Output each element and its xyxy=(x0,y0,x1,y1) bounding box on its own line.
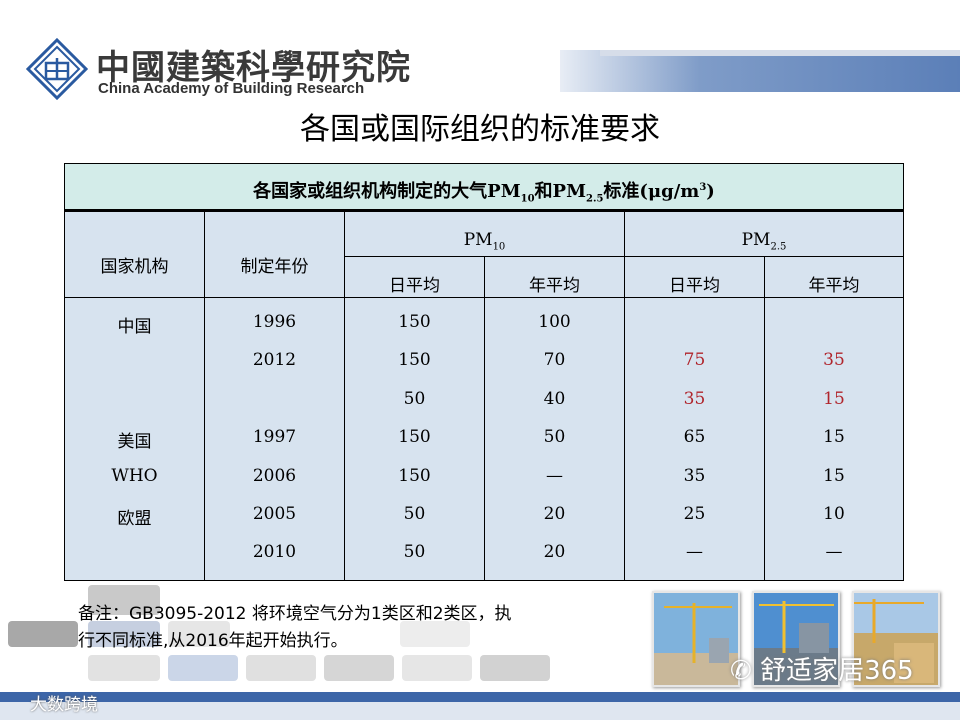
decor-block xyxy=(88,585,160,615)
cell-pm10-daily: 150 xyxy=(398,466,431,486)
decor-block xyxy=(400,621,470,647)
footnote-line: 行不同标准,从2016年起开始执行。 xyxy=(78,631,348,651)
header-pm25: PM2.5 xyxy=(741,230,787,253)
cell-pm10-daily: 50 xyxy=(403,389,426,409)
cell-pm10-daily: 150 xyxy=(398,427,431,447)
cell-pm25-annual: 10 xyxy=(823,504,845,524)
cell-pm25-annual: 35 xyxy=(823,350,845,370)
header-pm10-daily: 日平均 xyxy=(389,276,440,296)
header-year: 制定年份 xyxy=(240,257,309,277)
decor-block xyxy=(480,655,550,681)
header-pm10-annual: 年平均 xyxy=(529,276,580,296)
crane-photo-art xyxy=(854,593,938,685)
header-band-accent xyxy=(600,50,960,56)
construction-crane-photo xyxy=(752,591,840,687)
bottom-left-watermark: 大数跨境 xyxy=(30,695,98,715)
table-caption: 各国家或组织机构制定的大气PM10和PM2.5标准(μg/m3) xyxy=(253,181,715,205)
construction-crane-photo xyxy=(852,591,940,687)
crane-photo-art xyxy=(754,593,838,685)
standards-table: 各国家或组织机构制定的大气PM10和PM2.5标准(μg/m3) 国家机构 制定… xyxy=(64,163,904,581)
cell-pm25-daily: 75 xyxy=(683,350,706,370)
decor-block xyxy=(168,655,238,681)
cell-pm25-annual: — xyxy=(825,542,843,562)
footnote-line: 备注：GB3095-2012 将环境空气分为1类区和2类区，执 xyxy=(78,604,512,624)
construction-crane-photo xyxy=(652,591,740,687)
decor-block xyxy=(88,621,160,647)
header-pm25-daily: 日平均 xyxy=(669,276,720,296)
cell-pm10-annual: 70 xyxy=(543,350,566,370)
cell-pm10-annual: 20 xyxy=(543,542,566,562)
grid-line xyxy=(344,256,903,257)
cell-year: 2010 xyxy=(252,542,297,562)
decor-block xyxy=(168,621,230,647)
table-caption-row: 各国家或组织机构制定的大气PM10和PM2.5标准(μg/m3) xyxy=(65,164,903,212)
footer-bar xyxy=(0,692,960,702)
cell-pm10-annual: 100 xyxy=(538,312,571,332)
cell-year: 2005 xyxy=(252,504,297,524)
cell-org: WHO xyxy=(111,466,158,486)
cell-pm25-annual: 15 xyxy=(823,427,845,447)
cell-year: 2012 xyxy=(252,350,297,370)
crane-photo-art xyxy=(654,593,738,685)
cell-year: 1997 xyxy=(252,427,297,447)
cell-pm10-daily: 150 xyxy=(398,350,431,370)
header-band xyxy=(560,50,960,92)
header-org: 国家机构 xyxy=(100,257,169,277)
cell-pm10-daily: 50 xyxy=(403,542,426,562)
grid-line xyxy=(624,212,625,580)
cell-pm25-annual: 15 xyxy=(823,389,845,409)
cell-org: 欧盟 xyxy=(117,509,152,529)
decor-block xyxy=(88,655,160,681)
cell-pm25-daily: — xyxy=(686,542,703,562)
header-pm25-annual: 年平均 xyxy=(808,276,860,296)
cell-pm25-daily: 35 xyxy=(683,389,706,409)
cell-pm10-daily: 50 xyxy=(403,504,426,524)
cell-pm10-daily: 150 xyxy=(398,312,431,332)
cell-pm25-annual: 15 xyxy=(823,466,845,486)
org-name-cn: 中國建築科學研究院 xyxy=(96,48,411,88)
cell-org: 中国 xyxy=(117,317,152,337)
decor-block xyxy=(402,655,472,681)
page-title: 各国或国际组织的标准要求 xyxy=(300,112,660,147)
wechat-watermark: ✆ 舒适家居365 xyxy=(730,656,914,686)
grid-line xyxy=(764,256,765,580)
cell-year: 2006 xyxy=(252,466,297,486)
wechat-icon: ✆ xyxy=(730,656,752,686)
org-name-en: China Academy of Building Research xyxy=(98,80,365,97)
cell-pm10-annual: 50 xyxy=(543,427,566,447)
decor-block xyxy=(324,655,394,681)
cell-pm10-annual: 40 xyxy=(543,389,566,409)
grid-line xyxy=(65,297,903,298)
cell-pm10-annual: — xyxy=(546,466,563,486)
decor-block xyxy=(246,655,316,681)
footnote: 备注：GB3095-2012 将环境空气分为1类区和2类区，执 行不同标准,从2… xyxy=(78,601,678,655)
cell-pm25-daily: 25 xyxy=(683,504,706,524)
cell-pm25-daily: 65 xyxy=(683,427,706,447)
cell-pm10-annual: 20 xyxy=(543,504,566,524)
footer-bar-light xyxy=(0,702,960,720)
cell-pm25-daily: 35 xyxy=(683,466,706,486)
decor-block xyxy=(8,621,78,647)
cabr-logo-icon xyxy=(26,38,88,100)
grid-line xyxy=(204,212,205,580)
cell-org: 美国 xyxy=(117,432,152,452)
header-pm10: PM10 xyxy=(463,230,506,253)
grid-line xyxy=(344,212,345,580)
cell-year: 1996 xyxy=(252,312,297,332)
grid-line xyxy=(484,256,485,580)
